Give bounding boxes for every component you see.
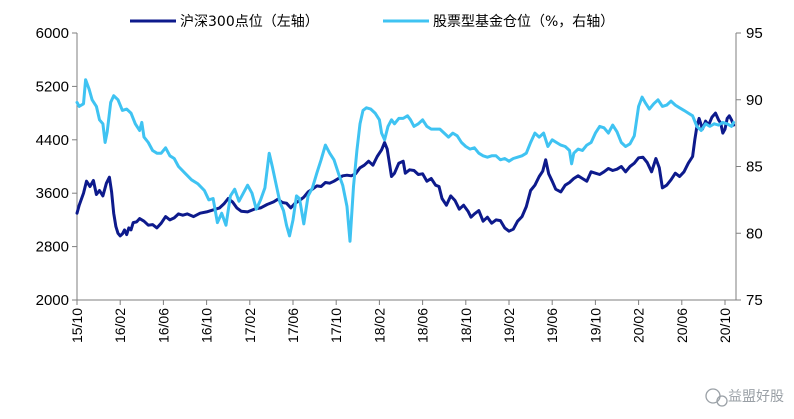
legend-label-hs300: 沪深300点位（左轴） xyxy=(180,14,319,30)
x-tick-label: 17/10 xyxy=(328,308,344,343)
x-tick-label: 16/10 xyxy=(199,308,215,343)
series-line-hs300 xyxy=(75,111,736,238)
series-lines xyxy=(75,78,736,243)
wechat-icon-small xyxy=(716,395,728,407)
y-left-tick-label: 2800 xyxy=(36,239,69,256)
watermark-text: 益盟好股 xyxy=(728,389,784,405)
x-tick-label: 17/02 xyxy=(242,308,258,343)
x-tick-label: 18/10 xyxy=(458,308,474,343)
x-tick-label: 19/02 xyxy=(501,308,517,343)
y-right-tick-label: 85 xyxy=(746,159,763,176)
legend: 沪深300点位（左轴） 股票型基金仓位（%，右轴） xyxy=(130,13,614,30)
x-tick-label: 19/06 xyxy=(544,308,560,343)
y-right-tick-label: 95 xyxy=(746,25,763,42)
x-tick-label: 20/02 xyxy=(631,308,647,343)
x-tick-label: 16/06 xyxy=(155,308,171,343)
x-tick-label: 15/10 xyxy=(69,308,85,343)
x-tick-label: 19/10 xyxy=(587,308,603,343)
legend-label-fund-position: 股票型基金仓位（%，右轴） xyxy=(433,13,614,30)
y-left-tick-label: 6000 xyxy=(36,25,69,42)
x-tick-label: 18/06 xyxy=(415,308,431,343)
wechat-icon xyxy=(705,388,721,404)
x-tick-label: 20/10 xyxy=(717,308,733,343)
y-left-ticks: 2000 2800 3600 4400 5200 6000 xyxy=(36,25,77,309)
y-right-ticks: 75 80 85 90 95 xyxy=(736,25,763,309)
y-right-tick-label: 90 xyxy=(746,92,763,109)
x-tick-label: 17/06 xyxy=(285,308,301,343)
y-right-tick-label: 80 xyxy=(746,225,763,242)
x-tick-label: 18/02 xyxy=(371,308,387,343)
y-left-tick-label: 2000 xyxy=(36,292,69,309)
x-tick-label: 20/06 xyxy=(674,308,690,343)
y-left-tick-label: 5200 xyxy=(36,78,69,95)
watermark: 益盟好股 xyxy=(705,388,784,407)
series-line-fund-position xyxy=(75,78,736,243)
y-right-tick-label: 75 xyxy=(746,292,763,309)
x-ticks: 15/10 16/02 16/06 16/10 17/02 17/06 17/10 18/02… xyxy=(69,300,733,343)
x-tick-label: 16/02 xyxy=(112,308,128,343)
y-left-tick-label: 4400 xyxy=(36,132,69,149)
y-left-tick-label: 3600 xyxy=(36,185,69,202)
